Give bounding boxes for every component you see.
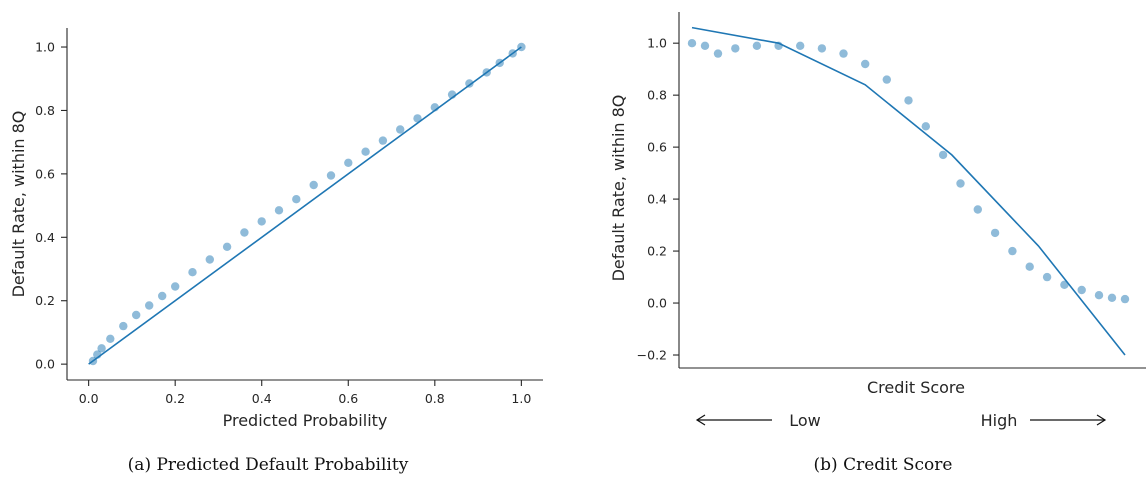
chart-a-point — [344, 158, 353, 167]
chart-b-point — [1107, 293, 1117, 302]
chart-b-point — [700, 41, 710, 50]
chart-a-point — [97, 344, 106, 353]
chart-a: 0.0 0.2 0.4 0.6 0.8 1.0 0.0 0.2 0.4 0.6 0.8 1.0 Pr… — [9, 28, 543, 475]
chart-a-point — [158, 291, 167, 301]
low-label: Low — [789, 411, 821, 430]
chart-a-y-tick-label: 0.6 — [35, 166, 55, 181]
chart-b-point — [956, 179, 965, 188]
chart-b-point — [817, 44, 827, 53]
chart-b-point — [1042, 272, 1052, 282]
chart-b-point — [882, 75, 891, 84]
chart-a-point — [106, 334, 115, 343]
chart-a-y-tick-label: 0.8 — [35, 103, 55, 118]
chart-b-y-tick-label: 0.2 — [647, 244, 667, 259]
chart-a-point — [292, 195, 301, 204]
high-label: High — [981, 411, 1018, 430]
chart-b-y-ticks: −0.2 0.0 0.2 0.4 0.6 0.8 1.0 — [637, 36, 679, 363]
chart-b: −0.2 0.0 0.2 0.4 0.6 0.8 1.0 Credit Score Defa… — [609, 12, 1146, 475]
chart-b-points — [687, 39, 1130, 304]
chart-b-caption: (b) Credit Score — [814, 455, 953, 475]
chart-a-x-tick-label: 0.6 — [338, 391, 358, 406]
chart-a-x-tick-label: 0.2 — [165, 391, 185, 406]
chart-b-point — [1008, 246, 1017, 256]
chart-a-point — [240, 228, 249, 237]
chart-b-y-tick-label: 0.0 — [647, 296, 667, 311]
low-arrow — [695, 414, 772, 426]
chart-a-point — [205, 255, 214, 264]
chart-b-point — [839, 49, 848, 58]
chart-a-x-ticks: 0.0 0.2 0.4 0.6 0.8 1.0 — [79, 380, 531, 406]
chart-b-point — [904, 96, 913, 105]
chart-a-point — [413, 114, 422, 123]
chart-a-point — [465, 79, 474, 88]
chart-b-y-tick-label: 0.6 — [647, 140, 667, 155]
chart-a-x-tick-label: 0.0 — [79, 391, 99, 406]
chart-b-y-tick-label: −0.2 — [637, 348, 667, 363]
chart-a-point — [309, 180, 318, 190]
chart-a-point — [119, 321, 128, 331]
chart-b-point — [990, 228, 1000, 238]
chart-a-y-tick-label: 1.0 — [35, 40, 55, 55]
chart-b-y-tick-label: 1.0 — [647, 36, 667, 51]
chart-a-point — [222, 242, 232, 251]
chart-b-point — [687, 39, 697, 48]
chart-a-point — [188, 268, 197, 277]
chart-b-point — [1060, 280, 1069, 289]
chart-b-point — [1094, 291, 1104, 300]
chart-a-point — [274, 206, 284, 215]
chart-a-y-tick-label: 0.4 — [35, 230, 55, 245]
chart-a-point — [145, 301, 154, 310]
chart-a-x-tick-label: 0.4 — [252, 391, 272, 406]
chart-b-point — [752, 41, 762, 50]
chart-a-point — [326, 171, 336, 180]
chart-b-point — [713, 49, 723, 58]
chart-a-fit-line — [88, 46, 522, 365]
chart-a-x-tick-label: 0.8 — [425, 391, 445, 406]
chart-b-point — [973, 205, 982, 214]
chart-a-point — [132, 310, 141, 320]
chart-b-point — [1077, 285, 1086, 295]
chart-a-x-tick-label: 1.0 — [511, 391, 531, 406]
chart-b-y-tick-label: 0.4 — [647, 192, 667, 207]
chart-a-point — [396, 125, 405, 134]
chart-b-point — [921, 122, 930, 131]
chart-b-point — [731, 44, 740, 53]
chart-b-x-label: Credit Score — [867, 378, 965, 397]
chart-a-point — [171, 282, 180, 291]
chart-b-y-label: Default Rate, within 8Q — [609, 95, 628, 282]
chart-b-fit-line — [691, 26, 1126, 356]
chart-a-y-ticks: 0.0 0.2 0.4 0.6 0.8 1.0 — [35, 40, 67, 372]
chart-a-point — [257, 217, 266, 226]
chart-a-point — [361, 147, 370, 156]
chart-a-caption: (a) Predicted Default Probability — [128, 455, 409, 475]
chart-a-y-label: Default Rate, within 8Q — [9, 111, 28, 298]
chart-a-x-label: Predicted Probability — [223, 411, 388, 430]
chart-a-y-tick-label: 0.0 — [35, 357, 55, 372]
chart-a-y-tick-label: 0.2 — [35, 293, 55, 308]
chart-b-point — [861, 59, 870, 69]
chart-a-point — [378, 136, 388, 145]
chart-b-y-tick-label: 0.8 — [647, 88, 667, 103]
chart-b-point — [1025, 262, 1034, 271]
high-arrow — [1030, 414, 1107, 426]
chart-b-point — [1120, 294, 1130, 304]
chart-b-point — [938, 150, 948, 160]
chart-b-point — [796, 41, 805, 50]
